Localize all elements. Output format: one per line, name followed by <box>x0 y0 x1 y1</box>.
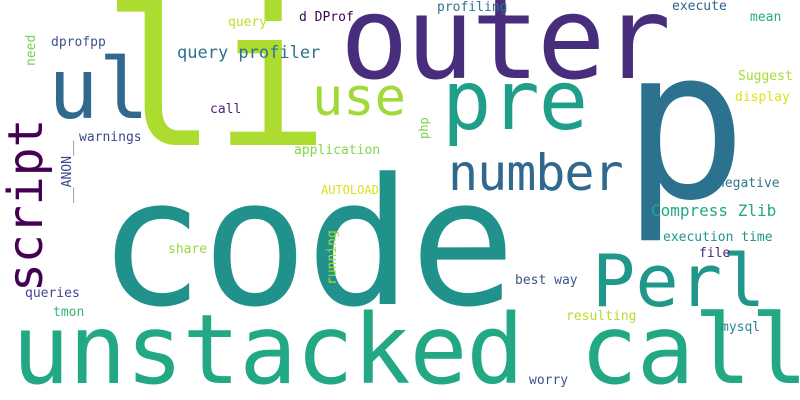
word-query-profiler: query profiler <box>177 43 321 63</box>
word-file: file <box>699 246 731 261</box>
word-pre: pre <box>442 54 588 149</box>
word-display: display <box>735 90 790 105</box>
word-mysql: mysql <box>721 320 761 335</box>
word-php: php <box>417 117 431 139</box>
word-number: number <box>448 144 624 202</box>
word-running: running <box>325 230 340 285</box>
word-worry: worry <box>529 373 569 388</box>
word-application: application <box>294 143 381 158</box>
word-negative: negative <box>717 176 780 191</box>
word-warnings: warnings <box>79 130 142 145</box>
word-p: p <box>622 5 748 247</box>
word-outer: outer <box>340 0 671 105</box>
word-mean: mean <box>750 10 782 25</box>
word-execution-time: execution time <box>663 230 773 245</box>
word-anon: __ANON__ <box>60 140 75 203</box>
word-ul: ul <box>48 40 150 138</box>
word-profiling: profiling <box>437 0 508 15</box>
word-dprofpp: dprofpp <box>51 35 106 50</box>
word-query: query <box>228 15 268 30</box>
word-use: use <box>312 68 406 128</box>
word-autoload: AUTOLOAD <box>321 183 379 197</box>
word-share: share <box>168 242 208 257</box>
word-li: li <box>102 0 329 191</box>
word-call: call <box>210 102 242 117</box>
word-script: script <box>0 118 54 292</box>
word-best-way: best way <box>515 273 578 288</box>
word-perl: Perl <box>592 239 766 323</box>
word-unstacked-call: unstacked call <box>12 294 800 400</box>
word-compress-zlib: Compress Zlib <box>651 201 777 220</box>
word-suggest: Suggest <box>738 69 793 84</box>
word-execute: execute <box>672 0 727 14</box>
word-queries: queries <box>25 286 80 301</box>
word-need: need <box>24 34 39 66</box>
word-d-dprof: d DProf <box>299 10 354 25</box>
word-resulting: resulting <box>566 309 637 324</box>
word-tmon: tmon <box>53 305 85 320</box>
word-code: code <box>98 141 516 346</box>
